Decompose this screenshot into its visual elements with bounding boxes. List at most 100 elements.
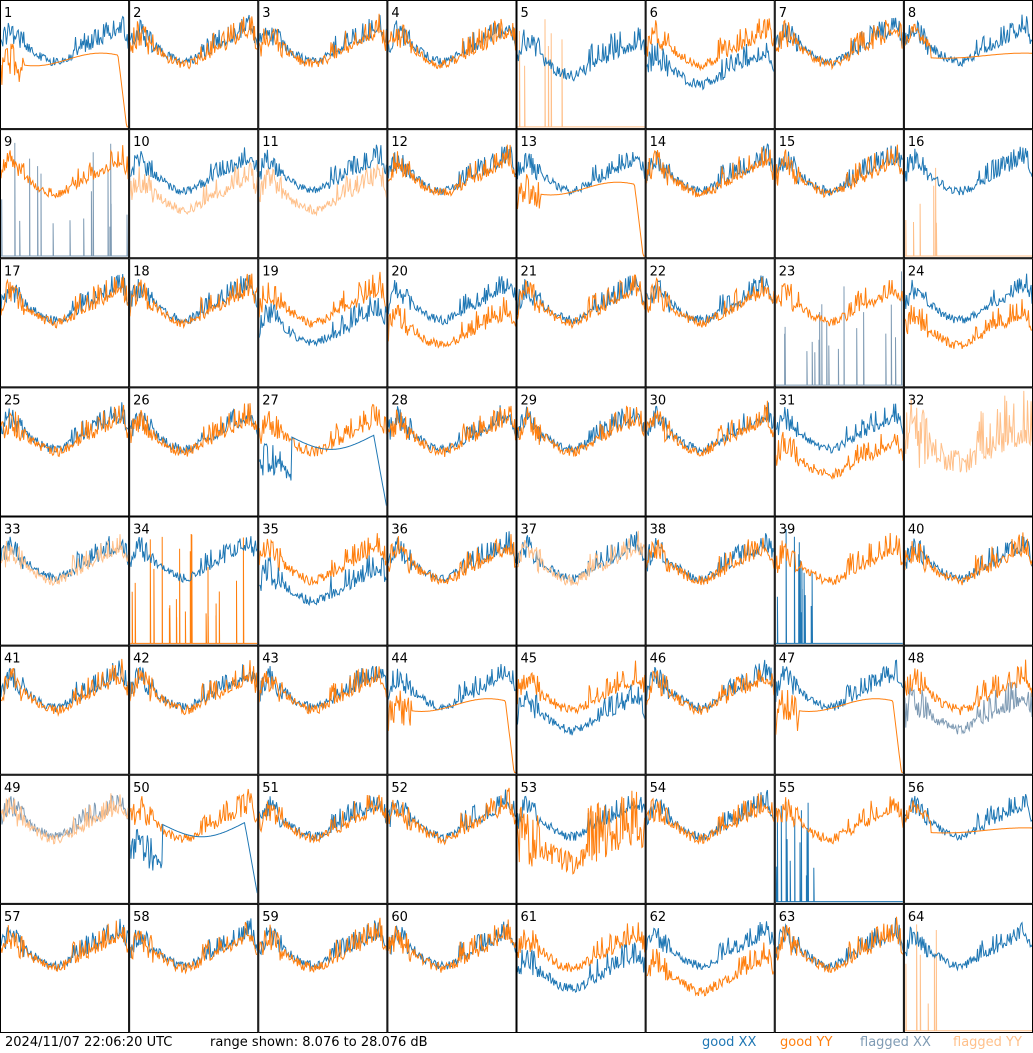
series-good-yy bbox=[388, 18, 516, 70]
series-good-yy bbox=[388, 787, 516, 846]
panel-plot bbox=[775, 144, 903, 199]
series-good-yy bbox=[775, 144, 903, 199]
panel-number: 10 bbox=[133, 135, 150, 150]
panel-37: 37 bbox=[516, 516, 646, 646]
series-good-xx bbox=[646, 659, 774, 714]
footer-bar: 2024/11/07 22:06:20 UTC range shown: 8.0… bbox=[0, 1033, 1033, 1053]
series-good-yy bbox=[517, 660, 645, 715]
panel-number: 2 bbox=[133, 6, 141, 21]
panel-plot bbox=[388, 531, 516, 586]
panel-plot bbox=[259, 13, 387, 68]
panel-number: 64 bbox=[908, 910, 925, 925]
series-good-yy bbox=[775, 689, 903, 773]
series-good-xx bbox=[517, 942, 645, 993]
series-good-yy bbox=[904, 299, 1032, 350]
series-good-xx bbox=[646, 42, 774, 91]
panel-43: 43 bbox=[258, 645, 388, 775]
panel-44: 44 bbox=[387, 645, 517, 775]
panel-22: 22 bbox=[645, 258, 775, 388]
panel-61: 61 bbox=[516, 903, 646, 1033]
panel-plot bbox=[904, 273, 1032, 350]
panel-plot bbox=[259, 403, 387, 506]
series-good-yy bbox=[259, 533, 387, 586]
panel-18: 18 bbox=[129, 258, 259, 388]
panel-number: 62 bbox=[650, 910, 667, 925]
panel-number: 39 bbox=[779, 523, 796, 538]
panel-number: 42 bbox=[133, 652, 150, 667]
series-good-yy bbox=[646, 400, 774, 457]
panel-plot bbox=[130, 403, 258, 457]
panel-plot bbox=[517, 152, 645, 257]
panel-64: 64 bbox=[903, 903, 1033, 1033]
panel-plot bbox=[259, 665, 387, 715]
panel-number: 52 bbox=[391, 781, 408, 796]
series-good-yy bbox=[517, 174, 645, 257]
panel-plot bbox=[259, 271, 387, 347]
panel-40: 40 bbox=[903, 516, 1033, 646]
panel-number: 43 bbox=[262, 652, 279, 667]
panel-34: 34 bbox=[129, 516, 259, 646]
series-good-xx bbox=[646, 921, 774, 971]
panel-26: 26 bbox=[129, 387, 259, 517]
panel-plot bbox=[904, 146, 1032, 257]
panel-frame bbox=[645, 516, 775, 646]
panel-frame bbox=[129, 129, 259, 259]
panel-49: 49 bbox=[0, 774, 130, 904]
series-good-xx bbox=[775, 403, 903, 454]
panel-28: 28 bbox=[387, 387, 517, 517]
panel-frame bbox=[645, 645, 775, 775]
panel-number: 45 bbox=[521, 652, 538, 667]
panel-plot bbox=[1, 273, 129, 329]
panel-plot bbox=[646, 400, 774, 457]
panel-number: 22 bbox=[650, 264, 667, 279]
panel-number: 56 bbox=[908, 781, 925, 796]
panel-plot bbox=[775, 916, 903, 974]
panel-8: 8 bbox=[903, 0, 1033, 130]
panel-number: 40 bbox=[908, 523, 925, 538]
panel-number: 60 bbox=[391, 910, 408, 925]
panel-number: 25 bbox=[4, 393, 21, 408]
panel-plot bbox=[1, 793, 129, 845]
series-good-yy bbox=[388, 534, 516, 586]
panel-number: 34 bbox=[133, 523, 150, 538]
panel-32: 32 bbox=[903, 387, 1033, 517]
panel-frame bbox=[516, 645, 646, 775]
panel-plot bbox=[904, 921, 1032, 1032]
panel-frame bbox=[903, 0, 1033, 130]
series-good-yy bbox=[1, 404, 129, 458]
series-flagged-xx bbox=[1, 142, 129, 257]
legend-good-yy: good YY bbox=[780, 1035, 833, 1050]
panel-number: 63 bbox=[779, 910, 796, 925]
series-flagged-xx bbox=[775, 271, 903, 386]
panel-57: 57 bbox=[0, 903, 130, 1033]
panel-frame bbox=[129, 387, 259, 517]
panel-plot bbox=[775, 403, 903, 481]
panel-number: 37 bbox=[521, 523, 538, 538]
panel-frame bbox=[0, 387, 130, 517]
panel-number: 28 bbox=[391, 393, 408, 408]
panel-number: 13 bbox=[521, 135, 538, 150]
panel-12: 12 bbox=[387, 129, 517, 259]
panel-number: 35 bbox=[262, 523, 279, 538]
panel-frame bbox=[387, 903, 517, 1033]
series-good-yy bbox=[904, 23, 1032, 59]
panel-frame bbox=[0, 774, 130, 904]
series-good-yy bbox=[775, 431, 903, 481]
series-good-xx bbox=[388, 276, 516, 326]
panel-frame bbox=[258, 129, 388, 259]
panel-number: 3 bbox=[262, 6, 270, 21]
panel-number: 4 bbox=[391, 6, 399, 21]
panel-frame bbox=[645, 0, 775, 130]
series-good-yy bbox=[1, 920, 129, 972]
panel-plot bbox=[646, 659, 774, 716]
panel-frame bbox=[516, 387, 646, 517]
panel-frame bbox=[258, 774, 388, 904]
panel-number: 31 bbox=[779, 393, 796, 408]
panel-plot bbox=[388, 144, 516, 197]
panel-number: 58 bbox=[133, 910, 150, 925]
panel-frame bbox=[903, 903, 1033, 1033]
series-good-xx bbox=[517, 684, 645, 736]
series-good-yy bbox=[259, 13, 387, 68]
panel-50: 50 bbox=[129, 774, 259, 904]
panel-39: 39 bbox=[774, 516, 904, 646]
